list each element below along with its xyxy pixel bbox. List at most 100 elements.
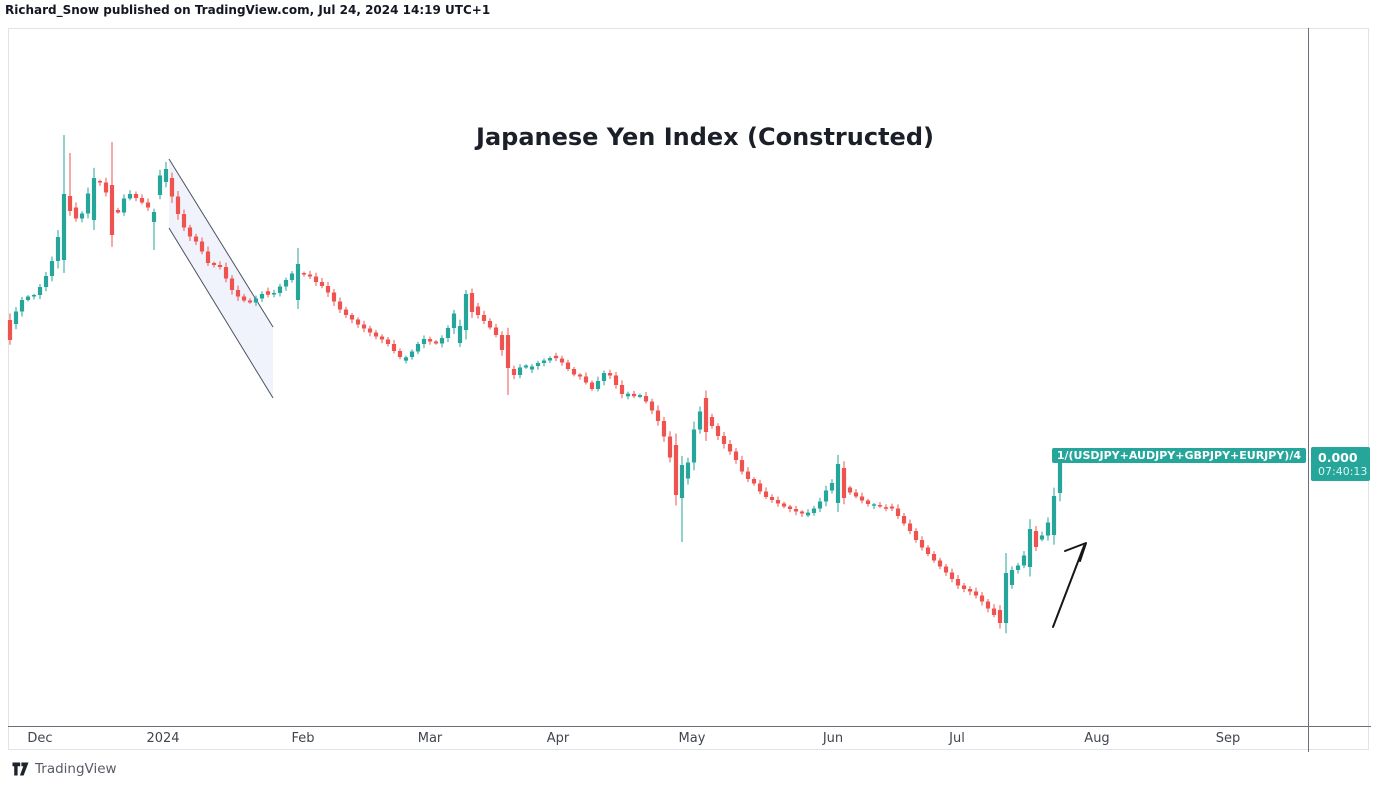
candle <box>619 380 625 399</box>
attribution-text: Richard_Snow published on TradingView.co… <box>5 3 491 17</box>
candle-body <box>175 196 181 214</box>
candle-body <box>919 540 925 548</box>
candle <box>961 582 967 593</box>
candle-body <box>463 294 469 330</box>
candle <box>301 271 307 277</box>
candle-body <box>289 273 295 280</box>
candle <box>979 591 985 606</box>
candle <box>475 302 481 319</box>
candle-body <box>433 341 439 344</box>
candle-body <box>853 492 859 497</box>
candle <box>871 502 877 510</box>
candle <box>211 261 217 268</box>
candle <box>1057 452 1063 502</box>
candle-body <box>481 315 487 321</box>
candle <box>937 557 943 570</box>
candle <box>583 372 589 385</box>
candle-body <box>391 344 397 351</box>
candle-body <box>205 251 211 263</box>
tradingview-logo-icon[interactable] <box>12 762 29 776</box>
descending-channel-drawing[interactable] <box>168 158 274 399</box>
candle <box>403 355 409 364</box>
candle <box>835 454 841 513</box>
candle-body <box>757 483 763 492</box>
candle-body <box>1051 496 1057 535</box>
candle <box>841 461 847 505</box>
candle-body <box>871 504 877 506</box>
candle-body <box>67 196 73 211</box>
candle <box>745 467 751 483</box>
candle-body <box>19 300 25 312</box>
candle-body <box>847 487 853 493</box>
candle <box>127 190 133 201</box>
candle <box>751 477 757 486</box>
candle <box>397 348 403 360</box>
candle <box>253 295 259 306</box>
candle <box>691 421 697 471</box>
candle <box>19 296 25 317</box>
candle-body <box>271 293 277 295</box>
chart-canvas[interactable] <box>8 28 1369 750</box>
tradingview-brand-text[interactable]: TradingView <box>35 761 117 777</box>
candle <box>91 167 97 230</box>
candle-body <box>991 608 997 615</box>
candle-body <box>427 339 433 342</box>
candle <box>7 313 13 345</box>
candle <box>361 320 367 333</box>
candle <box>511 365 517 380</box>
candle <box>277 283 283 297</box>
time-axis-label-jun: Jun <box>822 731 844 746</box>
candle-body <box>367 328 373 333</box>
candle-body <box>241 296 247 301</box>
candle <box>631 390 637 399</box>
candle <box>445 325 451 343</box>
candle <box>901 513 907 526</box>
candle <box>229 275 235 295</box>
candle <box>703 390 709 441</box>
candle-body <box>1021 555 1027 566</box>
candle <box>379 334 385 344</box>
candle <box>265 287 271 298</box>
last-price-value: 0.000 <box>1318 450 1358 465</box>
time-axis-label-mar: Mar <box>417 731 443 746</box>
candle <box>517 364 523 379</box>
candle <box>589 380 595 391</box>
tradingview-footer[interactable]: TradingView <box>12 760 117 778</box>
candle <box>919 536 925 551</box>
candle <box>181 209 187 232</box>
candle-body <box>577 374 583 377</box>
candle-body <box>697 411 703 430</box>
candle-body <box>409 351 415 357</box>
candle-body <box>49 261 55 276</box>
time-axis-label-feb: Feb <box>291 731 315 746</box>
candle-body <box>739 460 745 472</box>
candle-body <box>343 309 349 315</box>
candle-body <box>571 369 577 375</box>
candle-body <box>277 286 283 293</box>
candle-body <box>97 181 103 183</box>
candle-body <box>421 339 427 344</box>
candle-body <box>253 298 259 303</box>
candle-body <box>637 395 643 397</box>
candle <box>259 291 265 303</box>
candle <box>391 340 397 354</box>
candle-body <box>457 326 463 343</box>
candle-body <box>25 296 31 300</box>
candle-body <box>307 274 313 277</box>
time-axis-label-may: May <box>678 731 706 746</box>
candle <box>427 336 433 345</box>
candle-body <box>319 282 325 286</box>
candle <box>547 356 553 364</box>
candle <box>823 485 829 507</box>
up-arrow-annotation <box>1052 542 1087 628</box>
candle-body <box>103 182 109 193</box>
candle-body <box>787 506 793 509</box>
candle <box>943 563 949 576</box>
candle <box>577 373 583 380</box>
candle-body <box>877 505 883 507</box>
candle <box>607 369 613 379</box>
candle-body <box>679 465 685 498</box>
candle-body <box>913 531 919 540</box>
candle-body <box>745 471 751 479</box>
candle-body <box>643 396 649 402</box>
